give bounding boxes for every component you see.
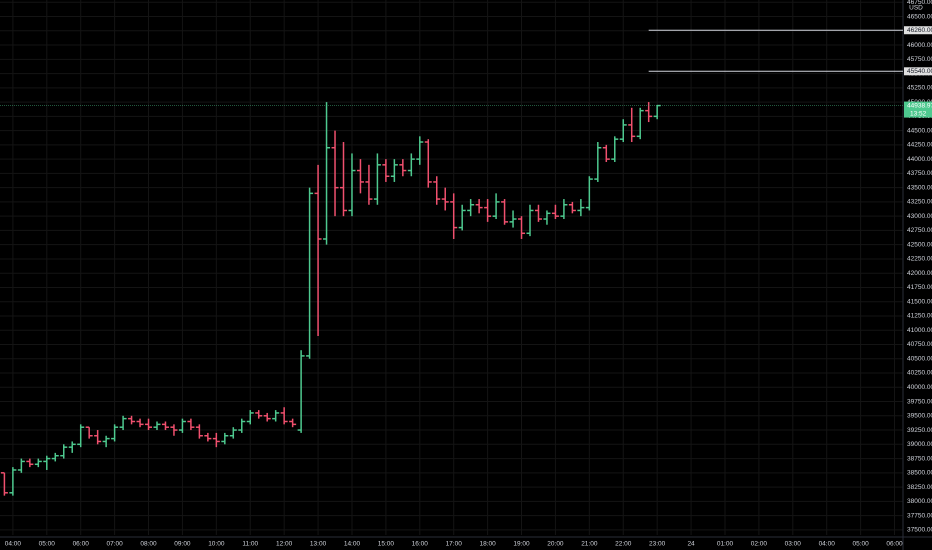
price-label-box xyxy=(904,67,932,76)
x-tick-label: 13:00 xyxy=(310,541,327,548)
x-tick-label: 06:00 xyxy=(73,541,90,548)
x-tick-label: 19:00 xyxy=(513,541,530,548)
unit-label: USD xyxy=(909,5,923,12)
x-tick-label: 05:00 xyxy=(852,541,869,548)
last-price-label: 44938.97 xyxy=(907,102,932,109)
x-tick-label: 12:00 xyxy=(276,541,293,548)
y-tick-label: 38000.00 xyxy=(907,498,932,505)
y-tick-label: 45250.00 xyxy=(907,85,932,92)
y-tick-label: 43500.00 xyxy=(907,184,932,191)
x-tick-label: 22:00 xyxy=(615,541,632,548)
price-label: 46260.00 xyxy=(907,27,932,34)
y-tick-label: 41250.00 xyxy=(907,313,932,320)
y-tick-label: 41000.00 xyxy=(907,327,932,334)
price-label-box xyxy=(904,26,932,35)
x-tick-label: 16:00 xyxy=(412,541,429,548)
y-tick-label: 38750.00 xyxy=(907,455,932,462)
y-tick-label: 44500.00 xyxy=(907,127,932,134)
y-tick-label: 38250.00 xyxy=(907,484,932,491)
x-tick-label: 06:00 xyxy=(886,541,903,548)
y-tick-label: 45750.00 xyxy=(907,56,932,63)
last-price-box xyxy=(904,101,932,118)
x-tick-label: 20:00 xyxy=(547,541,564,548)
y-tick-label: 40750.00 xyxy=(907,341,932,348)
y-tick-label: 39500.00 xyxy=(907,413,932,420)
y-tick-label: 43750.00 xyxy=(907,170,932,177)
y-tick-label: 41750.00 xyxy=(907,284,932,291)
y-tick-label: 42250.00 xyxy=(907,256,932,263)
y-tick-label: 39000.00 xyxy=(907,441,932,448)
price-label: 45540.00 xyxy=(907,68,932,75)
y-tick-label: 44000.00 xyxy=(907,156,932,163)
y-tick-label: 39750.00 xyxy=(907,398,932,405)
x-tick-label: 09:00 xyxy=(174,541,191,548)
y-tick-label: 43250.00 xyxy=(907,199,932,206)
y-tick-label: 42500.00 xyxy=(907,241,932,248)
x-tick-label: 04:00 xyxy=(5,541,22,548)
y-tick-label: 41500.00 xyxy=(907,298,932,305)
y-tick-label: 42000.00 xyxy=(907,270,932,277)
y-tick-label: 46750.00 xyxy=(907,0,932,6)
x-tick-label: 03:00 xyxy=(785,541,802,548)
y-tick-label: 42750.00 xyxy=(907,227,932,234)
x-tick-label: 01:00 xyxy=(717,541,734,548)
x-tick-label: 10:00 xyxy=(208,541,225,548)
x-tick-label: 04:00 xyxy=(819,541,836,548)
x-tick-label: 14:00 xyxy=(344,541,361,548)
y-tick-label: 37750.00 xyxy=(907,512,932,519)
x-tick-label: 23:00 xyxy=(649,541,666,548)
x-tick-label: 05:00 xyxy=(39,541,56,548)
x-tick-label: 24 xyxy=(687,541,695,548)
y-tick-label: 40000.00 xyxy=(907,384,932,391)
x-tick-label: 11:00 xyxy=(242,541,258,548)
y-tick-label: 40250.00 xyxy=(907,370,932,377)
countdown-label: 13:52 xyxy=(910,110,927,117)
x-tick-label: 15:00 xyxy=(378,541,395,548)
y-tick-label: 43000.00 xyxy=(907,213,932,220)
y-tick-label: 40500.00 xyxy=(907,355,932,362)
x-tick-label: 02:00 xyxy=(751,541,768,548)
x-tick-label: 17:00 xyxy=(446,541,463,548)
x-tick-label: 07:00 xyxy=(106,541,123,548)
y-tick-label: 46000.00 xyxy=(907,42,932,49)
x-tick-label: 08:00 xyxy=(140,541,157,548)
y-tick-label: 38500.00 xyxy=(907,470,932,477)
x-tick-label: 21:00 xyxy=(581,541,598,548)
y-tick-label: 37500.00 xyxy=(907,527,932,534)
x-tick-label: 18:00 xyxy=(479,541,496,548)
y-tick-label: 39250.00 xyxy=(907,427,932,434)
y-tick-label: 44250.00 xyxy=(907,142,932,149)
y-tick-label: 46500.00 xyxy=(907,13,932,20)
